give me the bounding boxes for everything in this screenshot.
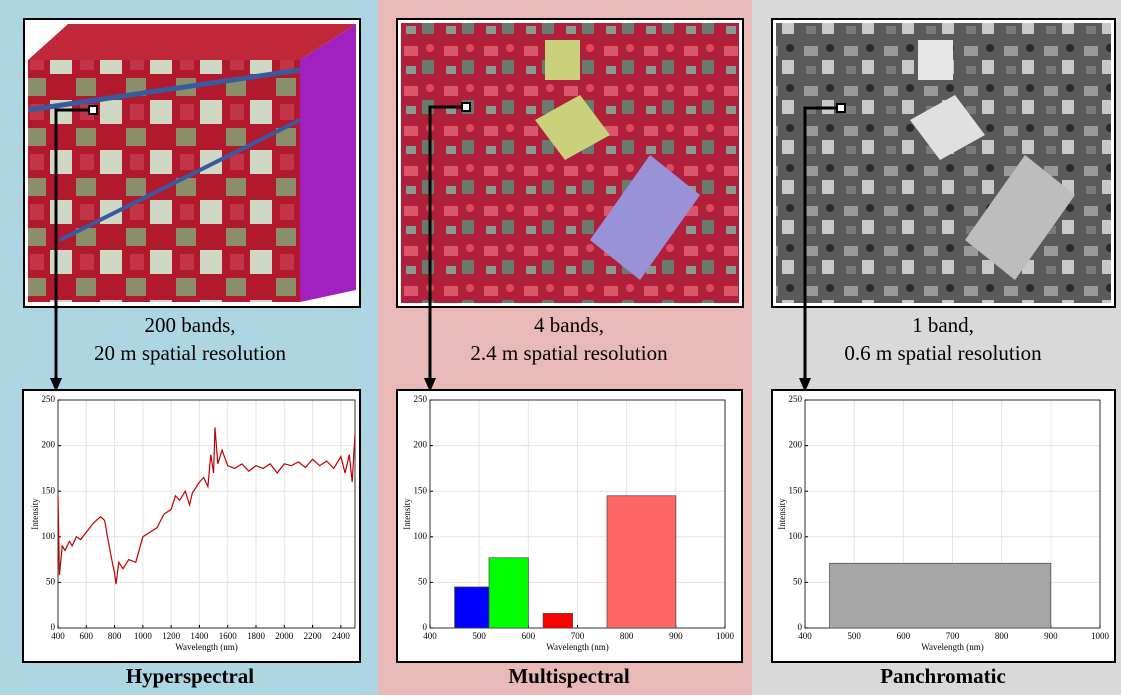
- y-tick-label: 0: [798, 622, 803, 632]
- x-tick-label: 900: [669, 631, 683, 641]
- x-tick-label: 700: [571, 631, 585, 641]
- caption: 4 bands,: [534, 313, 604, 337]
- bar: [488, 557, 529, 629]
- y-axis-label: Intensity: [402, 498, 412, 530]
- y-tick-label: 50: [793, 576, 803, 586]
- x-tick-label: 1800: [247, 631, 266, 641]
- bar: [606, 495, 677, 629]
- multispectral-image: [396, 18, 744, 308]
- caption: 2.4 m spatial resolution: [470, 341, 668, 365]
- caption: 200 bands,: [145, 313, 236, 337]
- y-tick-label: 50: [418, 576, 428, 586]
- x-tick-label: 400: [798, 631, 812, 641]
- x-tick-label: 800: [108, 631, 122, 641]
- x-tick-label: 1000: [134, 631, 153, 641]
- x-tick-label: 400: [423, 631, 437, 641]
- y-tick-label: 250: [414, 394, 428, 404]
- bar: [542, 613, 573, 629]
- y-tick-label: 150: [414, 485, 428, 495]
- y-tick-label: 250: [789, 394, 803, 404]
- y-tick-label: 100: [414, 531, 428, 541]
- x-tick-label: 800: [995, 631, 1009, 641]
- plot-area: [429, 399, 726, 629]
- x-tick-label: 1400: [190, 631, 209, 641]
- caption: 20 m spatial resolution: [94, 341, 286, 365]
- y-tick-label: 150: [789, 485, 803, 495]
- spectrum-line: [57, 427, 356, 585]
- y-tick-label: 200: [42, 440, 56, 450]
- x-tick-label: 600: [80, 631, 94, 641]
- x-tick-label: 1200: [162, 631, 181, 641]
- x-tick-label: 1000: [716, 631, 735, 641]
- x-tick-label: 900: [1044, 631, 1058, 641]
- y-axis-label: Intensity: [30, 498, 40, 530]
- y-tick-label: 50: [46, 576, 56, 586]
- x-tick-label: 700: [946, 631, 960, 641]
- x-axis-label: Wavelength (nm): [921, 642, 984, 652]
- x-tick-label: 400: [51, 631, 65, 641]
- y-tick-label: 200: [414, 440, 428, 450]
- y-tick-label: 0: [423, 622, 428, 632]
- x-tick-label: 800: [620, 631, 634, 641]
- y-axis-label: Intensity: [777, 498, 787, 530]
- x-tick-label: 500: [472, 631, 486, 641]
- panchromatic-image: [771, 18, 1116, 308]
- panel-title: Hyperspectral: [126, 664, 254, 688]
- bar: [454, 586, 490, 629]
- caption: 1 band,: [912, 313, 974, 337]
- panel-title: Panchromatic: [880, 664, 1006, 688]
- arrow: [50, 102, 846, 392]
- y-tick-label: 250: [42, 394, 56, 404]
- y-tick-label: 200: [789, 440, 803, 450]
- bar: [829, 562, 1052, 629]
- chart-frame: [22, 389, 361, 663]
- hyperspectral-cube: [23, 18, 361, 308]
- x-tick-label: 2400: [332, 631, 351, 641]
- panel-title: Multispectral: [508, 664, 629, 688]
- x-tick-label: 600: [897, 631, 911, 641]
- y-tick-label: 100: [42, 531, 56, 541]
- x-tick-label: 2000: [275, 631, 294, 641]
- caption: 0.6 m spatial resolution: [844, 341, 1042, 365]
- x-tick-label: 2200: [304, 631, 323, 641]
- x-tick-label: 500: [847, 631, 861, 641]
- y-tick-label: 0: [51, 622, 56, 632]
- x-axis-label: Wavelength (nm): [546, 642, 609, 652]
- x-tick-label: 1000: [1091, 631, 1110, 641]
- x-tick-label: 600: [522, 631, 536, 641]
- y-tick-label: 150: [42, 485, 56, 495]
- x-axis-label: Wavelength (nm): [175, 642, 238, 652]
- x-tick-label: 1600: [219, 631, 238, 641]
- y-tick-label: 100: [789, 531, 803, 541]
